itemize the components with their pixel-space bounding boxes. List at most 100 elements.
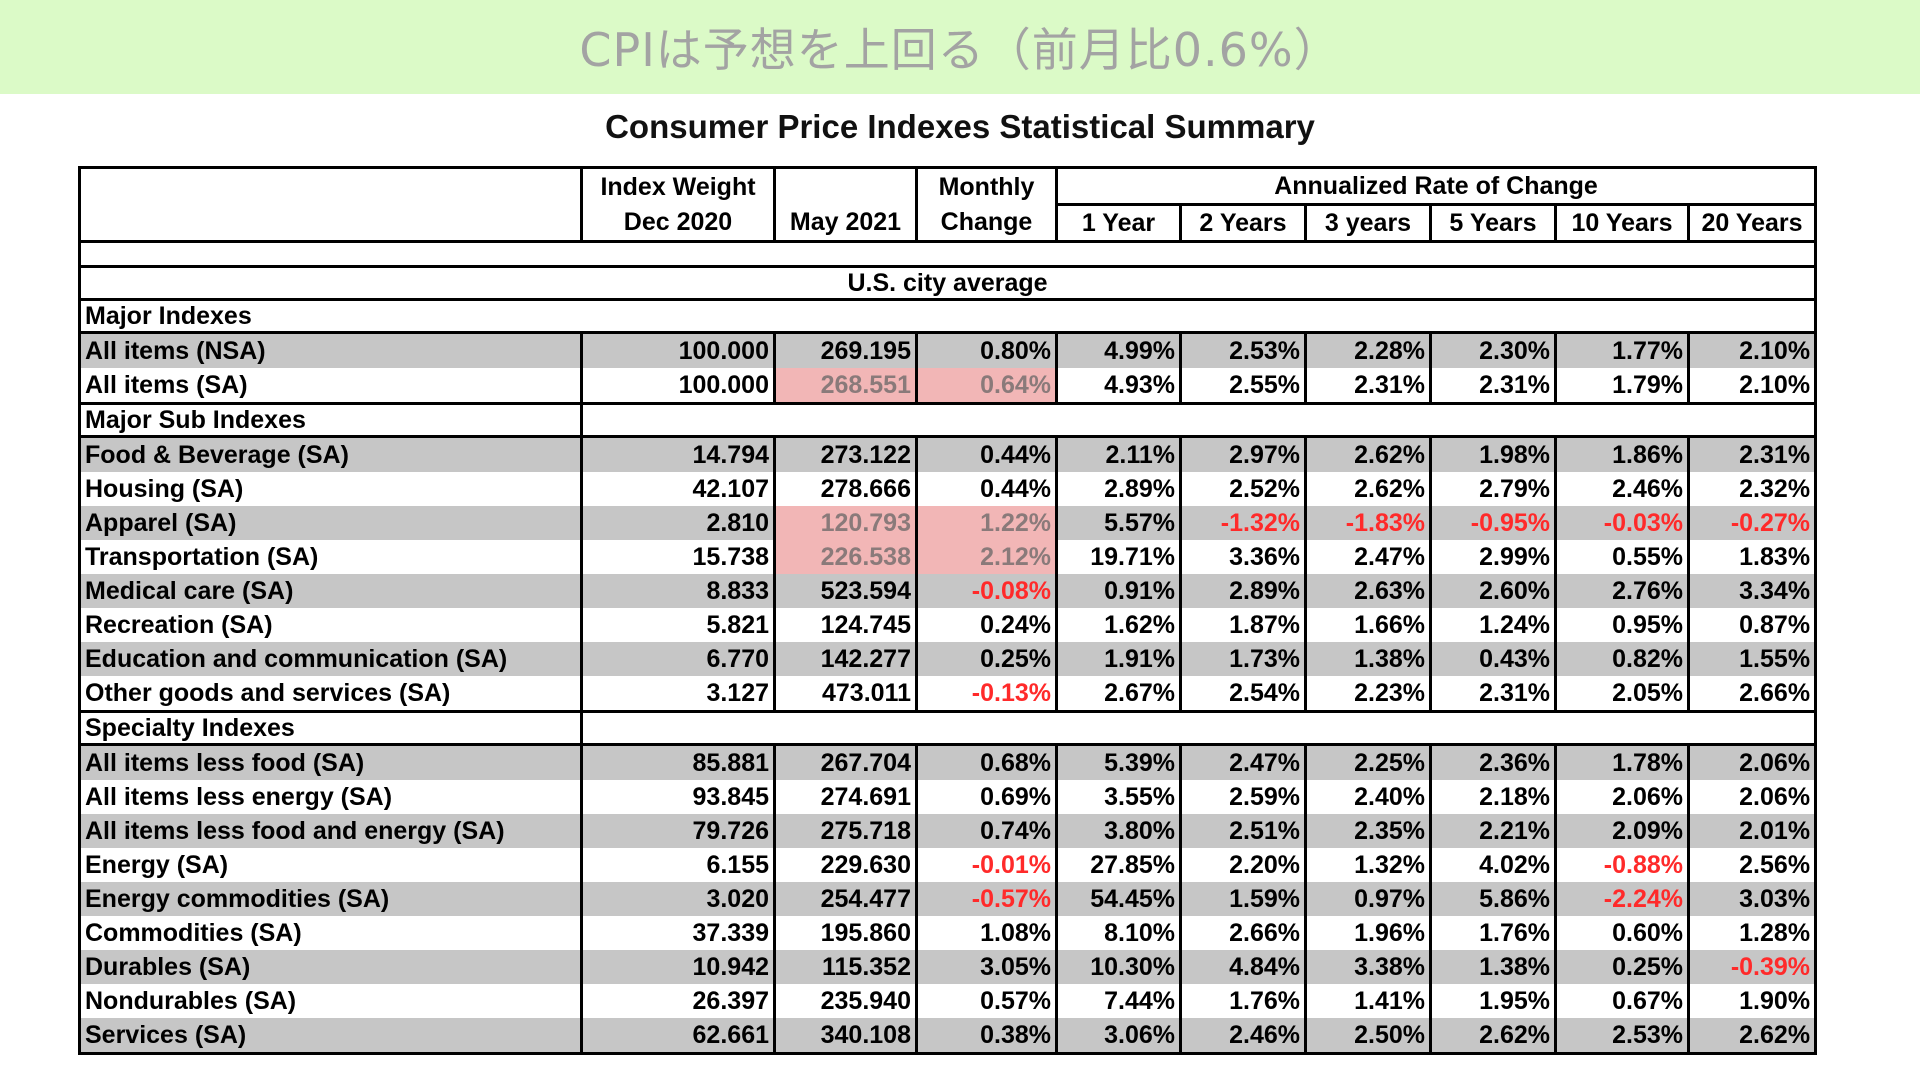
- table-row: All items (NSA) 100.000 269.195 0.80% 4.99% 2…: [79, 332, 1816, 368]
- may-cell: 229.630: [773, 848, 917, 882]
- rate-1y-cell: 3.06%: [1055, 1018, 1181, 1055]
- rate-5y-cell: 2.18%: [1429, 780, 1556, 814]
- rate-2y-cell: 1.59%: [1179, 882, 1306, 916]
- rate-3y-cell: 2.63%: [1304, 574, 1431, 608]
- rate-5y-cell: -0.95%: [1429, 506, 1556, 540]
- city-average-label: U.S. city average: [79, 266, 1816, 301]
- rate-2y-cell: 1.87%: [1179, 608, 1306, 642]
- rate-3y-cell: 0.97%: [1304, 882, 1431, 916]
- rate-5y-cell: 1.24%: [1429, 608, 1556, 642]
- rate-3y-cell: 1.32%: [1304, 848, 1431, 882]
- header-row-1: Index Weight Monthly Annualized Rate of …: [79, 167, 1816, 243]
- weight-cell: 62.661: [580, 1018, 775, 1055]
- rate-1y-cell: 19.71%: [1055, 540, 1181, 574]
- header-weight-l2: Dec 2020: [580, 204, 775, 243]
- section-title: Major Indexes: [79, 299, 1816, 334]
- table-row: All items less food (SA) 85.881 267.704 0.6…: [79, 744, 1816, 780]
- rate-3y-cell: 2.28%: [1304, 332, 1431, 368]
- monthly-cell: 0.57%: [915, 984, 1057, 1018]
- row-label: Transportation (SA): [85, 543, 319, 571]
- monthly-cell: 0.44%: [915, 436, 1057, 472]
- rate-10y-cell: 1.78%: [1554, 744, 1689, 780]
- header-blank: [79, 167, 582, 243]
- rate-10y-cell: -2.24%: [1554, 882, 1689, 916]
- table-row: Education and communication (SA) 6.770 142…: [79, 642, 1816, 676]
- rate-10y-cell: 2.05%: [1554, 676, 1689, 713]
- rate-1y-cell: 2.11%: [1055, 436, 1181, 472]
- weight-cell: 3.127: [580, 676, 775, 713]
- rate-20y-cell: 3.34%: [1686, 574, 1816, 608]
- section-title: Specialty Indexes: [79, 711, 582, 746]
- rate-20y-cell: 3.03%: [1686, 882, 1816, 916]
- rate-20y-cell: 2.10%: [1686, 368, 1816, 405]
- header-monthly-l2: Change: [915, 204, 1057, 243]
- weight-cell: 6.770: [580, 642, 775, 676]
- rate-2y-cell: 1.73%: [1179, 642, 1306, 676]
- monthly-cell: 0.64%: [915, 368, 1057, 405]
- row-label: Recreation (SA): [85, 611, 273, 639]
- header-may: May 2021: [773, 204, 917, 243]
- rate-2y-cell: 2.47%: [1179, 744, 1306, 780]
- may-cell: 269.195: [773, 332, 917, 368]
- rate-20y-cell: -0.27%: [1686, 506, 1816, 540]
- rate-20y-cell: 2.66%: [1686, 676, 1816, 713]
- rate-5y-cell: 1.38%: [1429, 950, 1556, 984]
- table-row: Recreation (SA) 5.821 124.745 0.24% 1.62% 1.8…: [80, 608, 1816, 642]
- rate-2y-cell: 2.53%: [1179, 332, 1306, 368]
- rate-3y-cell: 1.96%: [1304, 916, 1431, 950]
- row-label: All items (SA): [79, 368, 582, 405]
- may-cell: 142.277: [773, 642, 917, 676]
- row-label: Education and communication (SA): [79, 642, 582, 676]
- header-weight-l1: Index Weight: [580, 167, 775, 205]
- rate-3y-cell: 3.38%: [1304, 950, 1431, 984]
- may-cell: 124.745: [773, 608, 917, 642]
- weight-cell: 8.833: [580, 574, 775, 608]
- rate-20y-cell: 2.62%: [1686, 1018, 1816, 1055]
- table-row: All items (SA) 100.000 268.551 0.64% 4.93% 2.…: [79, 368, 1816, 405]
- rate-1y-cell: 1.62%: [1055, 608, 1181, 642]
- may-cell: 278.666: [773, 472, 917, 506]
- rate-20y-cell: 2.31%: [1686, 436, 1816, 472]
- row-label: Medical care (SA): [79, 574, 582, 608]
- spacer-row: [79, 241, 1816, 268]
- rate-2y-cell: -1.32%: [1179, 506, 1306, 540]
- table-row: Medical care (SA) 8.833 523.594 -0.08% 0.91%…: [79, 574, 1816, 608]
- weight-cell: 15.738: [580, 540, 775, 574]
- table-row: Apparel (SA) 2.810 120.793 1.22% 5.57% -1.32%…: [79, 506, 1816, 540]
- may-cell: 275.718: [773, 814, 917, 848]
- rate-1y-cell: 2.67%: [1055, 676, 1181, 713]
- rate-10y-cell: 0.95%: [1554, 608, 1689, 642]
- rate-3y-cell: 2.31%: [1304, 368, 1431, 405]
- may-cell: 268.551: [773, 368, 917, 405]
- rate-3y-cell: 1.41%: [1304, 984, 1431, 1018]
- table-row: All items less food and energy (SA) 79.72…: [79, 814, 1816, 848]
- rate-1y-cell: 2.89%: [1055, 472, 1181, 506]
- row-label: Apparel (SA): [79, 506, 582, 540]
- table-row: Services (SA) 62.661 340.108 0.38% 3.06% 2.46…: [79, 1018, 1816, 1055]
- table-row: Energy commodities (SA) 3.020 254.477 -0.57…: [79, 882, 1816, 916]
- rate-1y-cell: 4.99%: [1055, 332, 1181, 368]
- header-period-10y: 10 Years: [1554, 204, 1689, 243]
- table-row: All items less energy (SA) 93.845 274.691 0…: [80, 780, 1816, 814]
- table-row: Food & Beverage (SA) 14.794 273.122 0.44% 2.…: [79, 436, 1816, 472]
- rate-20y-cell: 2.06%: [1686, 744, 1816, 780]
- rate-2y-cell: 2.46%: [1179, 1018, 1306, 1055]
- monthly-cell: 0.24%: [915, 608, 1057, 642]
- rate-5y-cell: 4.02%: [1429, 848, 1556, 882]
- rate-3y-cell: 2.47%: [1304, 540, 1431, 574]
- rate-3y-cell: 2.62%: [1304, 472, 1431, 506]
- rate-20y-cell: 2.56%: [1686, 848, 1816, 882]
- weight-cell: 42.107: [580, 472, 775, 506]
- rate-20y-cell: 2.01%: [1686, 814, 1816, 848]
- monthly-cell: 0.38%: [915, 1018, 1057, 1055]
- rate-5y-cell: 2.36%: [1429, 744, 1556, 780]
- may-cell: 273.122: [773, 436, 917, 472]
- may-cell: 473.011: [773, 676, 917, 713]
- row-label: All items less food (SA): [79, 744, 582, 780]
- cpi-summary-table: Index Weight Monthly Annualized Rate of …: [78, 166, 1818, 1055]
- weight-cell: 93.845: [580, 780, 775, 814]
- monthly-cell: 3.05%: [915, 950, 1057, 984]
- rate-1y-cell: 3.80%: [1055, 814, 1181, 848]
- rate-20y-cell: 2.32%: [1686, 472, 1816, 506]
- rate-3y-cell: 1.38%: [1304, 642, 1431, 676]
